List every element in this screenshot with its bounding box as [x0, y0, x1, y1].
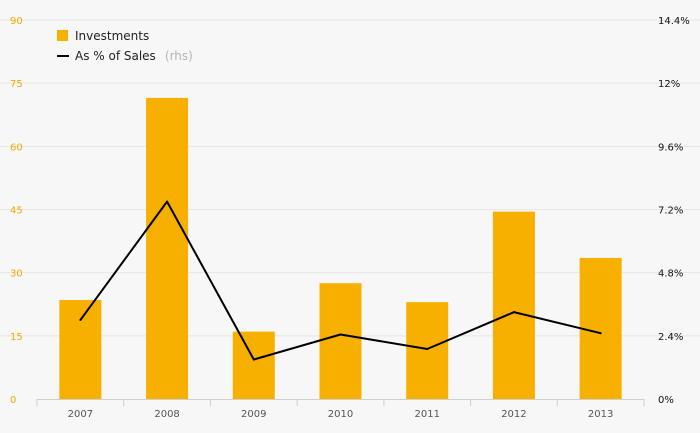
y-right-tick-label: 0% — [658, 395, 674, 406]
x-tick-label: 2007 — [68, 409, 93, 420]
line-point — [599, 332, 602, 335]
legend-swatch-investments — [57, 30, 68, 41]
x-tick-label: 2012 — [501, 409, 526, 420]
y-right-tick-label: 9.6% — [658, 142, 683, 153]
legend-label-percent-of-sales-name: As % of Sales — [75, 49, 156, 63]
line-point — [512, 311, 515, 314]
x-tick-label: 2011 — [414, 409, 439, 420]
x-tick-label: 2010 — [328, 409, 353, 420]
bar — [59, 300, 102, 399]
x-tick-label: 2013 — [588, 409, 613, 420]
y-left-tick-label: 75 — [10, 79, 23, 90]
y-left-tick-label: 45 — [10, 206, 23, 217]
bars — [59, 97, 622, 400]
y-left-tick-label: 15 — [10, 332, 23, 343]
y-left-tick-label: 0 — [10, 395, 16, 406]
y-right-tick-label: 4.8% — [658, 269, 683, 280]
y-right-tick-label: 14.4% — [658, 16, 690, 27]
y-right-tick-label: 12% — [658, 79, 680, 90]
line-point — [339, 333, 342, 336]
bar — [232, 331, 275, 399]
line-point — [79, 319, 82, 322]
line-series — [79, 200, 602, 361]
line-point — [252, 358, 255, 361]
legend-label-percent-of-sales-note: (rhs) — [165, 49, 193, 63]
line-point — [426, 347, 429, 350]
line-point — [166, 200, 169, 203]
y-right-tick-label: 2.4% — [658, 332, 683, 343]
bar — [319, 283, 362, 399]
legend-label-investments: Investments — [75, 29, 149, 43]
x-tick-label: 2009 — [241, 409, 266, 420]
y-left-tick-label: 60 — [10, 142, 23, 153]
bar — [492, 211, 535, 399]
axes: 0 15 30 45 60 75 90 0% 2.4% 4.8% 7.2% 9.6% 12% 14.4% 2… — [10, 16, 690, 420]
y-right-tick-label: 7.2% — [658, 206, 683, 217]
y-left-tick-label: 30 — [10, 269, 23, 280]
bar — [579, 257, 622, 399]
bar — [406, 302, 449, 399]
bar — [146, 97, 189, 400]
y-left-tick-label: 90 — [10, 16, 23, 27]
legend-label-percent-of-sales: As % of Sales (rhs) — [75, 45, 193, 64]
x-tick-label: 2008 — [154, 409, 179, 420]
legend: Investments As % of Sales (rhs) — [57, 29, 193, 64]
